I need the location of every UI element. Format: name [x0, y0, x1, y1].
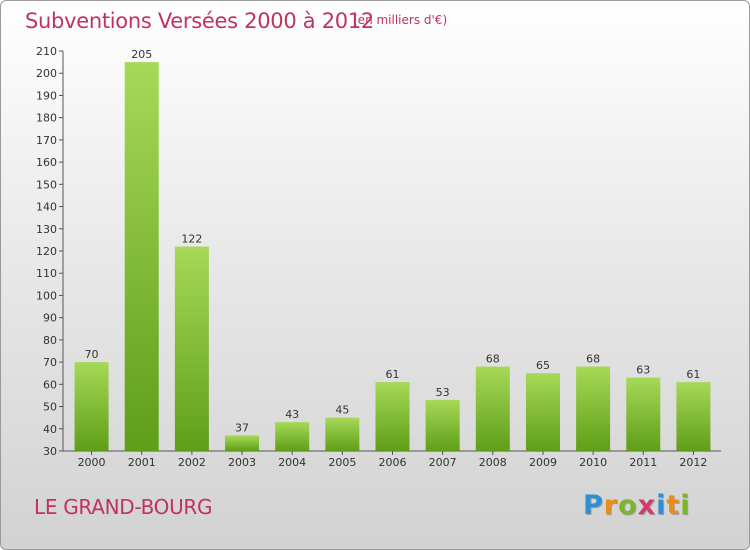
- x-tick-label: 2011: [629, 456, 657, 469]
- x-tick-label: 2000: [78, 456, 106, 469]
- chart-title: Subventions Versées 2000 à 2012: [25, 9, 374, 33]
- x-tick-label: 2012: [679, 456, 707, 469]
- logo-letter: o: [618, 490, 638, 521]
- data-label-2001: 205: [131, 48, 152, 61]
- data-label-2009: 65: [536, 359, 550, 372]
- bar-2008: [475, 366, 510, 451]
- bar-2004: [275, 422, 310, 451]
- logo-letter: P: [583, 490, 604, 521]
- y-tick-label: 30: [43, 445, 57, 458]
- bar-2012: [676, 382, 711, 451]
- bar-2005: [325, 417, 360, 451]
- x-tick-label: 2009: [529, 456, 557, 469]
- x-tick-label: 2001: [128, 456, 156, 469]
- logo-letter: r: [603, 490, 619, 521]
- commune-name: LE GRAND-BOURG: [34, 495, 213, 519]
- logo-letter: i: [656, 490, 667, 521]
- data-label-2005: 45: [335, 404, 349, 417]
- x-tick-label: 2004: [278, 456, 306, 469]
- bar-2010: [576, 366, 611, 451]
- y-tick-label: 50: [43, 401, 57, 414]
- data-label-2003: 37: [235, 421, 249, 434]
- bar-2000: [74, 362, 109, 451]
- y-tick-label: 140: [36, 201, 57, 214]
- chart-labels: 2000 70 2001 205 2002 122 2003 37 2004 43 2005 45 20…: [78, 48, 708, 469]
- bar-2006: [375, 382, 410, 451]
- logo-letter: i: [680, 490, 691, 521]
- y-tick-label: 90: [43, 312, 57, 325]
- y-tick-label: 210: [36, 45, 57, 58]
- y-tick-label: 80: [43, 334, 57, 347]
- data-label-2010: 68: [586, 353, 600, 366]
- y-tick-label: 130: [36, 223, 57, 236]
- x-tick-label: 2003: [228, 456, 256, 469]
- y-tick-label: 70: [43, 356, 57, 369]
- data-label-2008: 68: [486, 353, 500, 366]
- bar-2003: [225, 435, 260, 451]
- bar-2009: [525, 373, 560, 451]
- y-tick-label: 120: [36, 245, 57, 258]
- chart-axes: 30 40 50 60 70 80 90 100 110 120 130 140 150 160 170 18…: [36, 45, 721, 458]
- proxiti-logo: Proxiti: [583, 490, 691, 521]
- bar-2001: [124, 62, 159, 451]
- x-tick-label: 2007: [429, 456, 457, 469]
- y-tick-label: 100: [36, 289, 57, 302]
- data-label-2000: 70: [85, 348, 99, 361]
- data-label-2011: 63: [636, 364, 650, 377]
- x-tick-label: 2010: [579, 456, 607, 469]
- chart-bars: [74, 62, 711, 451]
- bar-2002: [174, 246, 209, 451]
- y-tick-label: 190: [36, 89, 57, 102]
- y-tick-label: 160: [36, 156, 57, 169]
- y-tick-label: 150: [36, 178, 57, 191]
- data-label-2006: 61: [386, 368, 400, 381]
- data-label-2004: 43: [285, 408, 299, 421]
- y-tick-label: 40: [43, 423, 57, 436]
- bar-2011: [626, 377, 661, 451]
- y-tick-label: 180: [36, 112, 57, 125]
- x-tick-label: 2002: [178, 456, 206, 469]
- data-label-2012: 61: [686, 368, 700, 381]
- data-label-2007: 53: [436, 386, 450, 399]
- bar-2007: [425, 399, 460, 451]
- x-tick-label: 2005: [328, 456, 356, 469]
- y-tick-label: 200: [36, 67, 57, 80]
- logo-letter: t: [666, 490, 681, 521]
- y-tick-label: 110: [36, 267, 57, 280]
- y-tick-label: 60: [43, 378, 57, 391]
- data-label-2002: 122: [181, 233, 202, 246]
- x-tick-label: 2006: [379, 456, 407, 469]
- x-tick-label: 2008: [479, 456, 507, 469]
- y-tick-label: 170: [36, 134, 57, 147]
- logo-letter: x: [637, 490, 657, 521]
- chart-unit-note: (en milliers d'€): [353, 13, 448, 27]
